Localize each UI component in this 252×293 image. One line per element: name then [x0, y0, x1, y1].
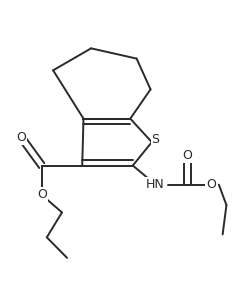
Text: O: O	[181, 149, 192, 162]
Text: S: S	[151, 133, 159, 146]
Text: HN: HN	[146, 178, 164, 191]
Text: O: O	[16, 131, 26, 144]
Text: O: O	[37, 188, 47, 201]
Text: O: O	[205, 178, 215, 191]
